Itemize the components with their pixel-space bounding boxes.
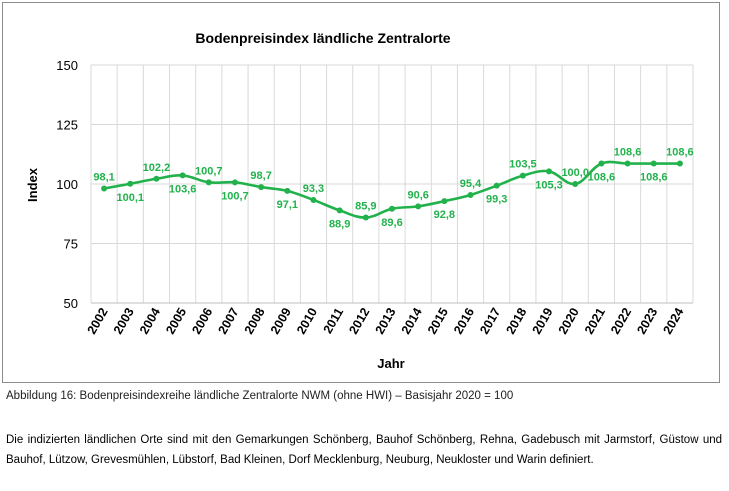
y-tick-label: 75 — [64, 237, 78, 252]
data-point — [572, 181, 579, 187]
x-tick-label: 2017 — [477, 305, 503, 336]
data-label: 89,6 — [381, 217, 402, 229]
data-point — [441, 198, 448, 205]
x-tick-label: 2014 — [399, 305, 425, 336]
data-label: 108,6 — [614, 147, 642, 159]
data-labels: 98,1100,1102,2103,6100,7100,798,797,193,… — [93, 147, 693, 231]
x-tick-label: 2024 — [660, 305, 686, 336]
data-point — [284, 187, 291, 194]
data-point — [153, 175, 160, 182]
data-label: 108,6 — [666, 147, 694, 159]
data-label: 100,7 — [221, 190, 249, 202]
data-label: 108,6 — [588, 172, 616, 184]
data-label: 103,6 — [169, 183, 197, 195]
data-point — [598, 160, 605, 167]
body-paragraph: Die indizierten ländlichen Orte sind mit… — [6, 434, 722, 466]
figure-caption: Abbildung 16: Bodenpreisindexreihe ländl… — [6, 390, 514, 402]
x-tick-label: 2013 — [373, 305, 399, 336]
data-point — [205, 179, 212, 186]
x-tick-label: 2021 — [582, 305, 608, 336]
data-label: 93,3 — [303, 183, 324, 195]
data-point — [624, 160, 631, 167]
data-label: 100,0 — [561, 167, 589, 179]
data-point — [519, 172, 526, 179]
data-label: 103,5 — [509, 159, 537, 171]
data-point — [493, 182, 500, 189]
data-point — [467, 191, 474, 198]
y-tick-label: 50 — [64, 296, 78, 311]
x-tick-label: 2019 — [530, 305, 556, 336]
x-axis-title: Jahr — [377, 356, 404, 371]
data-label: 102,2 — [143, 162, 171, 174]
x-tick-label: 2015 — [425, 305, 451, 336]
data-point — [258, 184, 265, 191]
chart-title: Bodenpreisindex ländliche Zentralorte — [195, 30, 450, 46]
x-tick-label: 2004 — [137, 305, 163, 336]
y-axis-title: Index — [25, 167, 40, 202]
data-point — [362, 214, 369, 221]
data-label: 98,7 — [250, 170, 271, 182]
x-tick-label: 2016 — [451, 305, 477, 336]
x-tick-label: 2010 — [294, 305, 320, 336]
data-label: 97,1 — [277, 199, 298, 211]
data-point — [310, 196, 317, 203]
data-point — [101, 185, 108, 192]
chart-frame: 50 75 100 125 150 2002 2003 2004 2005 2006 2007 200… — [2, 2, 720, 383]
x-tick-label: 2023 — [634, 305, 660, 336]
x-tick-label: 2020 — [556, 305, 582, 336]
data-point — [676, 160, 683, 167]
x-tick-label: 2006 — [189, 305, 215, 336]
data-point — [546, 168, 553, 175]
x-tick-label: 2007 — [216, 305, 242, 336]
y-tick-label: 150 — [56, 58, 78, 73]
x-tick-label: 2002 — [85, 305, 111, 336]
x-tick-label: 2003 — [111, 305, 137, 336]
data-label: 99,3 — [486, 194, 507, 206]
data-label: 90,6 — [407, 189, 428, 201]
x-tick-label: 2008 — [242, 305, 268, 336]
x-tick-label: 2018 — [503, 305, 529, 336]
data-label: 95,4 — [460, 178, 482, 190]
data-label: 100,7 — [195, 165, 223, 177]
data-point — [336, 207, 343, 214]
data-label: 85,9 — [355, 201, 376, 213]
x-tick-label: 2009 — [268, 305, 294, 336]
data-point — [650, 160, 657, 167]
data-label: 108,6 — [640, 172, 668, 184]
x-tick-label: 2012 — [346, 305, 372, 336]
x-tick-label: 2005 — [163, 305, 189, 336]
data-point — [389, 205, 395, 212]
y-tick-label: 125 — [56, 118, 78, 133]
data-point — [179, 172, 186, 179]
x-tick-label: 2022 — [608, 305, 634, 336]
y-tick-label: 100 — [56, 177, 78, 192]
data-label: 100,1 — [116, 192, 144, 204]
data-point — [231, 179, 238, 186]
data-point — [127, 180, 134, 187]
data-point — [415, 203, 422, 210]
data-label: 105,3 — [535, 179, 563, 191]
x-tick-label: 2011 — [321, 305, 347, 336]
data-series — [101, 160, 683, 221]
data-label: 88,9 — [329, 218, 350, 230]
data-label: 98,1 — [93, 172, 114, 184]
data-label: 92,8 — [434, 209, 455, 221]
